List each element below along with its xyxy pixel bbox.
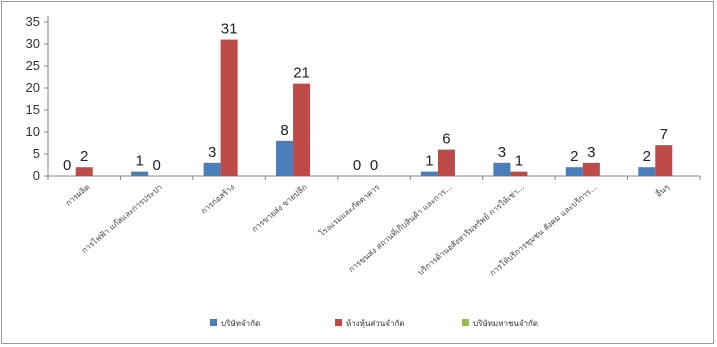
y-tick-label: 5 — [33, 146, 40, 161]
data-label: 7 — [660, 126, 668, 143]
bar-1-2 — [220, 39, 238, 176]
category-label: การไฟฟ้า แก๊สและการประปา — [79, 182, 164, 255]
bar-0-6 — [493, 162, 511, 176]
y-tick-label: 10 — [26, 124, 40, 139]
legend-label: บริษัทมหาชนจำกัด — [473, 319, 538, 328]
bar-1-7 — [582, 162, 600, 176]
bar-0-1 — [131, 171, 149, 176]
category-label: อื่นๆ — [653, 181, 671, 199]
legend-swatch — [210, 319, 217, 326]
data-label: 8 — [280, 122, 288, 139]
y-tick-label: 20 — [26, 80, 40, 95]
category-label: การก่อสร้าง — [199, 183, 236, 216]
bar-1-8 — [655, 145, 673, 176]
y-tick-label: 25 — [26, 58, 40, 73]
data-label: 3 — [587, 144, 595, 161]
legend-swatch — [462, 319, 469, 326]
data-label: 1 — [135, 153, 143, 170]
data-label: 0 — [63, 157, 71, 174]
data-label: 0 — [152, 157, 160, 174]
data-label: 1 — [515, 153, 523, 170]
legend-label: บริษัทจำกัด — [221, 319, 260, 328]
data-label: 1 — [425, 153, 433, 170]
bar-1-0 — [75, 167, 93, 176]
legend-label: ห้างหุ้นส่วนจำกัด — [346, 319, 404, 328]
bar-1-3 — [293, 83, 311, 176]
category-label: การผลิต — [64, 183, 92, 208]
data-label: 0 — [370, 157, 378, 174]
data-label: 2 — [643, 148, 651, 165]
data-label: 2 — [80, 148, 88, 165]
data-label: 21 — [293, 65, 310, 82]
y-tick-label: 15 — [26, 102, 40, 117]
data-label: 2 — [570, 148, 578, 165]
bar-1-6 — [510, 171, 528, 176]
bar-0-8 — [638, 167, 656, 176]
bar-0-2 — [203, 162, 221, 176]
data-label: 6 — [442, 131, 450, 148]
data-label: 3 — [498, 144, 506, 161]
category-label: การขายส่ง ขายปลีก — [250, 183, 309, 234]
y-tick-label: 30 — [26, 36, 40, 51]
data-label: 0 — [353, 157, 361, 174]
data-label: 31 — [221, 21, 238, 38]
bar-0-5 — [420, 171, 438, 176]
category-label: โรงแรมและภัตตาคาร — [317, 181, 382, 238]
bar-1-5 — [437, 149, 455, 176]
legend-swatch — [335, 319, 342, 326]
y-tick-label: 0 — [33, 168, 40, 183]
bar-0-3 — [276, 140, 294, 176]
y-tick-label: 35 — [26, 14, 40, 29]
data-label: 3 — [208, 144, 216, 161]
bar-0-7 — [565, 167, 583, 176]
